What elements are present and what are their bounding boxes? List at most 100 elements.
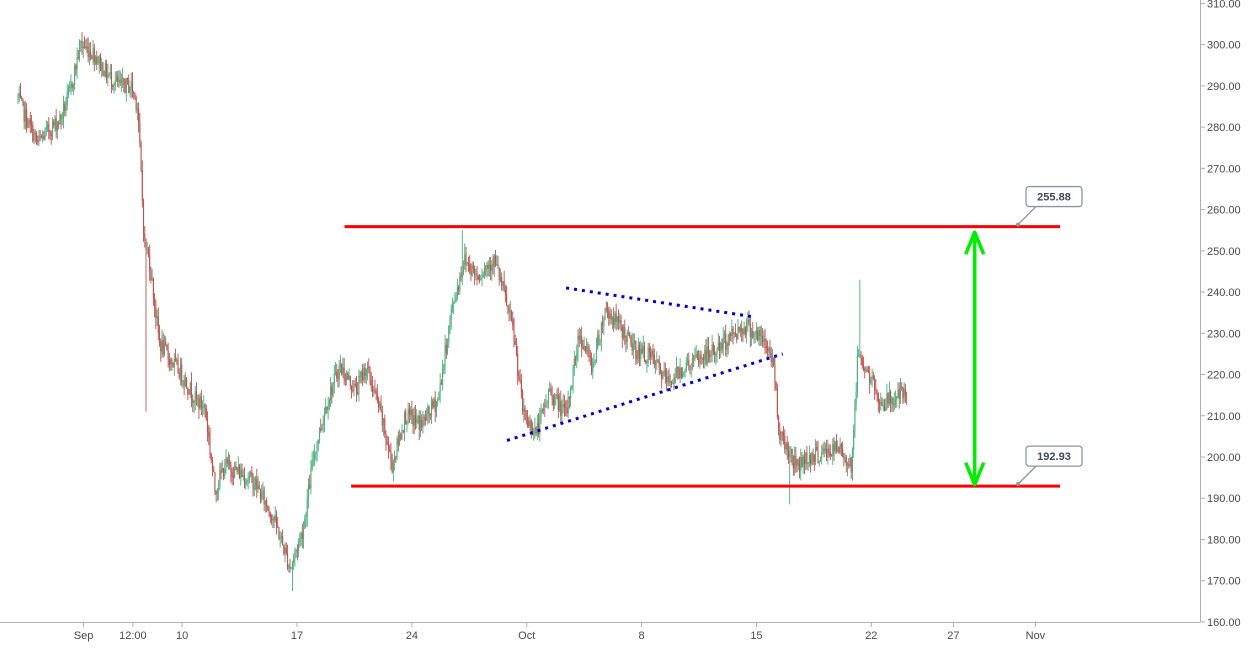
candle-body <box>802 456 804 467</box>
candle-body <box>302 528 305 539</box>
candle-body <box>410 409 412 415</box>
candle-body <box>789 453 791 458</box>
y-tick-label: 160.00 <box>1207 617 1241 629</box>
candle-body <box>625 337 627 343</box>
candle-body <box>854 405 856 430</box>
candle-body <box>555 394 557 396</box>
candle-body <box>896 396 898 400</box>
candle-body <box>785 443 787 450</box>
candle-body <box>193 402 195 404</box>
candle-body <box>312 459 314 460</box>
candle-body <box>77 57 79 59</box>
candle-body <box>663 370 665 372</box>
candle-body <box>29 119 31 124</box>
candle-body <box>647 347 649 362</box>
candle-body <box>168 359 170 366</box>
candle-body <box>375 390 377 394</box>
candle-body <box>753 334 755 338</box>
candle-body <box>813 455 815 462</box>
candle-body <box>769 348 771 353</box>
candle-body <box>318 428 321 441</box>
candle-body <box>641 348 643 354</box>
candle-body <box>428 406 430 414</box>
candle-body <box>214 471 216 492</box>
candle-body <box>435 401 438 413</box>
candle-body <box>128 79 130 93</box>
candle-body <box>650 352 652 357</box>
candle-body <box>833 444 835 452</box>
candle-body <box>139 122 141 142</box>
candle-body <box>225 458 227 470</box>
triangle-upper-trendline[interactable] <box>565 286 754 319</box>
candle-body <box>594 360 596 362</box>
candle-body <box>630 335 632 343</box>
candle-body <box>107 74 109 79</box>
candle-body <box>851 449 853 473</box>
candle-body <box>840 443 842 449</box>
candle-body <box>102 62 104 76</box>
candle-body <box>659 367 662 373</box>
candle-body <box>877 392 879 404</box>
candle-body <box>374 390 376 392</box>
candle-body <box>544 405 546 407</box>
candle-body <box>173 358 175 367</box>
candle-body <box>296 550 298 552</box>
candle-body <box>446 342 449 354</box>
candle-body <box>894 399 897 403</box>
candle-body <box>593 360 595 363</box>
candle-body <box>458 287 460 291</box>
candle-body <box>442 369 444 385</box>
candle-body <box>718 342 721 352</box>
candle-body <box>700 354 702 359</box>
candle-body <box>131 80 134 93</box>
triangle-lower-trendline[interactable] <box>506 352 784 442</box>
candle-body <box>413 414 415 426</box>
candle-body <box>113 85 115 87</box>
candle-body <box>145 239 147 250</box>
candle-body <box>582 346 584 350</box>
candle-body <box>96 57 98 64</box>
candle-body <box>483 267 486 274</box>
candle-body <box>51 121 54 137</box>
candle-body <box>476 273 478 276</box>
support-callout-box[interactable] <box>1025 445 1083 467</box>
candle-body <box>386 441 388 445</box>
candle-body <box>92 48 94 59</box>
candle-body <box>182 381 184 383</box>
candle-body <box>529 420 531 427</box>
candle-body <box>465 254 467 264</box>
candle-body <box>156 316 158 319</box>
candle-body <box>110 71 113 86</box>
candle-body <box>290 567 292 570</box>
candle-body <box>471 265 473 276</box>
candle-body <box>546 401 548 403</box>
resistance-callout-box[interactable] <box>1025 185 1083 208</box>
candle-body <box>464 254 466 266</box>
y-tick-label: 250.00 <box>1207 246 1241 258</box>
candle-body <box>432 400 434 408</box>
candle-body <box>604 308 606 320</box>
candle-body <box>253 485 255 490</box>
candle-body <box>328 400 330 407</box>
candle-body <box>160 341 162 352</box>
candle-body <box>503 281 505 290</box>
candle-body <box>744 327 746 335</box>
candle-body <box>339 364 342 366</box>
candle-body <box>512 319 514 326</box>
candle-body <box>134 93 136 98</box>
candle-body <box>826 448 828 458</box>
candle-body <box>626 332 628 343</box>
candle-body <box>651 350 653 357</box>
candle-body <box>736 334 738 340</box>
candle-body <box>845 457 847 466</box>
candle-body <box>581 336 583 347</box>
candle-body <box>778 416 780 431</box>
candle-body <box>365 369 367 377</box>
candle-body <box>574 358 577 360</box>
candle-body <box>838 447 840 453</box>
candle-body <box>332 384 334 396</box>
candle-body <box>135 97 137 110</box>
candle-body <box>902 387 904 399</box>
